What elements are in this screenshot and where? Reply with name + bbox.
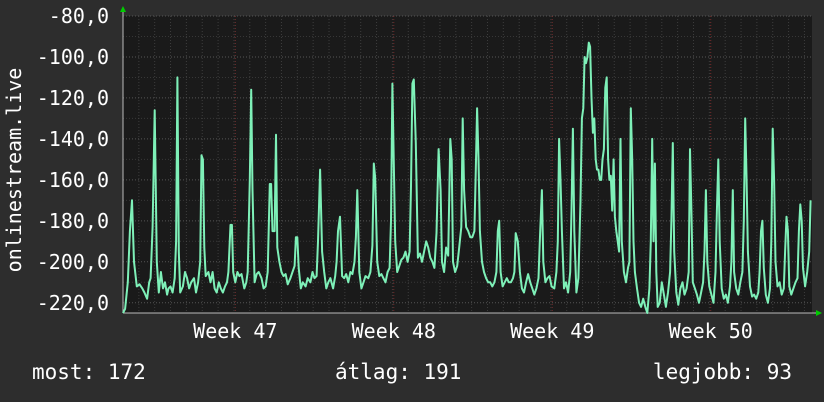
summary-footer: most: 172 átlag: 191 legjobb: 93 (0, 360, 824, 390)
x-tick-label: Week 47 (193, 319, 277, 343)
y-tick-label: -180,0 (37, 209, 109, 233)
best-value-text: legjobb: 93 (652, 360, 792, 384)
y-tick-label: -140,0 (37, 127, 109, 151)
plot-background (123, 16, 812, 313)
chart-grid (123, 15, 812, 313)
x-tick-labels: Week 47 Week 48 Week 49 Week 50 (193, 319, 753, 343)
current-value-text: most: 172 (32, 360, 146, 384)
y-axis-arrow (120, 6, 126, 12)
chart-area: -80,0 -100,0 -120,0 -140,0 -160,0 -180,0 -200,… (2, 4, 822, 343)
y-tick-label: -80,0 (49, 4, 109, 28)
x-tick-label: Week 48 (352, 319, 436, 343)
y-tick-labels: -80,0 -100,0 -120,0 -140,0 -160,0 -180,0 -200,… (37, 4, 109, 315)
series-line (122, 41, 812, 314)
y-axis-title-text: onlinestream.live (2, 67, 26, 273)
y-tick-label: -160,0 (37, 168, 109, 192)
y-axis-title: onlinestream.live (2, 60, 26, 280)
chart-axes (120, 6, 822, 316)
x-tick-label: Week 49 (510, 319, 594, 343)
y-tick-label: -220,0 (37, 291, 109, 315)
line-chart: -80,0 -100,0 -120,0 -140,0 -160,0 -180,0 -200,… (37, 4, 822, 343)
average-value-text: átlag: 191 (335, 360, 462, 384)
x-tick-label: Week 50 (669, 319, 753, 343)
x-axis-arrow (816, 310, 822, 316)
y-tick-label: -200,0 (37, 250, 109, 274)
series-group (122, 41, 812, 314)
y-tick-label: -100,0 (37, 45, 109, 69)
y-tick-label: -120,0 (37, 86, 109, 110)
